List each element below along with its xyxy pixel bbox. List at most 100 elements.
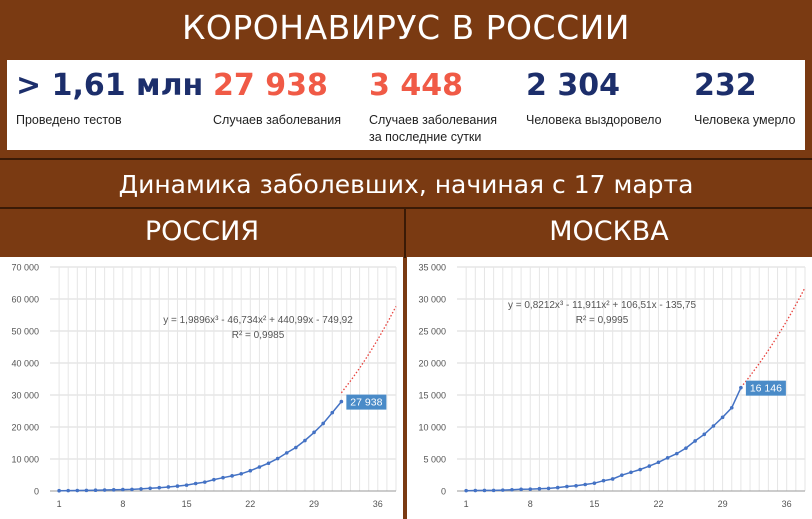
data-point [239,471,244,476]
stat-label: Человека умерло [694,113,796,127]
y-tick-label: 10 000 [418,423,446,433]
region-label-russia: РОССИЯ [144,216,260,247]
data-point [257,465,262,469]
data-point [510,487,514,492]
data-point [647,464,652,468]
divider [0,158,812,160]
y-tick-label: 0 [441,487,446,497]
data-point [148,486,152,491]
x-tick-label: 15 [182,499,192,509]
y-tick-label: 10 000 [11,455,39,465]
chart-moscow: 0 5 000 10 000 15 000 20 000 25 000 30 000 35 0… [418,263,806,509]
data-point [729,405,734,410]
data-label: 27 938 [350,397,382,409]
section-subtitle: Динамика заболевших, начиная с 17 марта [118,170,694,199]
x-tick-label: 22 [653,499,663,509]
stat-label: Проведено тестов [16,113,122,127]
stats-panel: > 1,61 млн Проведено тестов 27 938 Случа… [7,60,805,150]
data-point [565,484,569,489]
stat-value: > 1,61 млн [16,68,204,103]
stat-value: 3 448 [369,68,463,103]
data-point [656,460,661,465]
trendline-r2: R² = 0,9985 [232,330,285,341]
data-point [66,488,71,493]
data-point [266,461,271,466]
data-point [592,481,597,485]
data-point [248,468,253,473]
data-point [212,477,216,482]
data-point [482,488,487,493]
y-tick-label: 25 000 [418,327,446,337]
y-tick-label: 40 000 [11,359,39,369]
x-tick-label: 15 [589,499,599,509]
y-tick-label: 60 000 [11,295,39,305]
stat-label: Случаев заболевания за последние сутки [369,112,497,146]
data-point [537,486,542,491]
data-point [684,446,688,450]
stat-label: Человека выздоровело [526,113,662,127]
data-point [583,482,588,487]
data-point [574,483,578,488]
data-point [102,488,107,492]
data-point [193,481,198,486]
y-tick-label: 20 000 [11,423,39,433]
x-tick-label: 8 [528,499,533,509]
trendline-r2: R² = 0,9995 [576,315,629,326]
x-tick-label: 36 [373,499,383,509]
data-point [610,477,615,481]
data-point [519,487,523,492]
stat-value: 2 304 [526,68,620,103]
series-line [59,401,342,492]
x-tick-label: 36 [782,499,792,509]
data-point [601,478,606,483]
data-point [629,470,633,475]
x-tick-label: 1 [57,499,62,509]
y-tick-label: 5 000 [423,455,446,465]
data-point [294,445,298,450]
data-point [473,488,478,493]
data-point [620,473,624,477]
x-tick-label: 1 [464,499,469,509]
data-point [202,480,207,484]
trendline [340,306,397,394]
data-point [702,432,707,437]
data-point [674,451,679,456]
data-point [130,487,134,492]
x-tick-label: 29 [309,499,319,509]
data-point [175,484,180,488]
data-point [84,488,89,493]
data-label: 16 146 [750,383,782,395]
x-tick-label: 8 [120,499,125,509]
y-tick-label: 0 [34,487,39,497]
data-point [57,488,61,493]
data-point [321,421,325,426]
y-tick-label: 30 000 [11,391,39,401]
data-point [528,487,533,491]
data-point [739,385,743,390]
data-point [330,410,335,415]
data-point [491,488,496,493]
data-point [166,485,171,489]
chart-russia: 0 10 000 20 000 30 000 40 000 50 000 60 000 70 … [11,263,397,509]
data-point [555,485,560,490]
data-point [546,486,551,491]
stat-label-line1: Случаев заболевания [369,113,497,127]
y-tick-label: 70 000 [11,263,39,273]
data-point [121,487,125,492]
x-tick-label: 22 [245,499,255,509]
data-point [665,456,670,460]
data-point [720,415,725,420]
data-point [500,488,505,492]
region-label-moscow: МОСКВА [549,216,669,247]
data-point [693,439,697,443]
data-point [221,475,225,480]
stat-label: Случаев заболевания [213,113,341,127]
data-point [312,430,316,435]
data-point [75,488,80,493]
trendline-equation: y = 0,8212x³ - 11,911x² + 106,51x - 135,… [508,300,697,311]
data-point [230,474,234,478]
data-label-box [745,380,786,396]
stat-value: 27 938 [213,68,328,103]
data-point [303,438,307,443]
chart-panel-russia: 0 10 000 20 000 30 000 40 000 50 000 60 000 70 … [0,257,403,519]
